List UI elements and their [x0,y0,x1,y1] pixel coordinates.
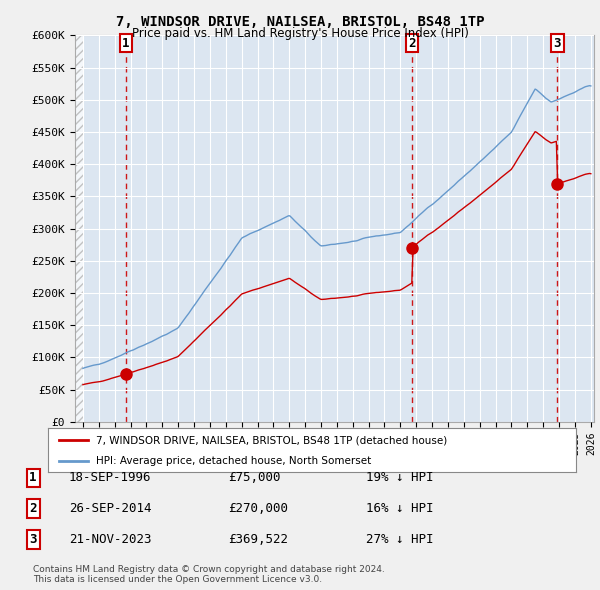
Text: 3: 3 [554,37,561,50]
Text: Price paid vs. HM Land Registry's House Price Index (HPI): Price paid vs. HM Land Registry's House … [131,27,469,40]
Text: 19% ↓ HPI: 19% ↓ HPI [366,471,433,484]
Text: 1: 1 [29,471,37,484]
Text: 7, WINDSOR DRIVE, NAILSEA, BRISTOL, BS48 1TP: 7, WINDSOR DRIVE, NAILSEA, BRISTOL, BS48… [116,15,484,29]
Text: 27% ↓ HPI: 27% ↓ HPI [366,533,433,546]
Text: 26-SEP-2014: 26-SEP-2014 [69,502,151,515]
Text: 1: 1 [122,37,130,50]
Text: £369,522: £369,522 [228,533,288,546]
Text: 21-NOV-2023: 21-NOV-2023 [69,533,151,546]
Text: 3: 3 [29,533,37,546]
Text: £75,000: £75,000 [228,471,281,484]
Text: 2: 2 [29,502,37,515]
Text: Contains HM Land Registry data © Crown copyright and database right 2024.
This d: Contains HM Land Registry data © Crown c… [33,565,385,584]
Text: 16% ↓ HPI: 16% ↓ HPI [366,502,433,515]
Text: 2: 2 [409,37,416,50]
Text: 18-SEP-1996: 18-SEP-1996 [69,471,151,484]
Text: 7, WINDSOR DRIVE, NAILSEA, BRISTOL, BS48 1TP (detached house): 7, WINDSOR DRIVE, NAILSEA, BRISTOL, BS48… [95,435,447,445]
Text: £270,000: £270,000 [228,502,288,515]
Text: HPI: Average price, detached house, North Somerset: HPI: Average price, detached house, Nort… [95,456,371,466]
